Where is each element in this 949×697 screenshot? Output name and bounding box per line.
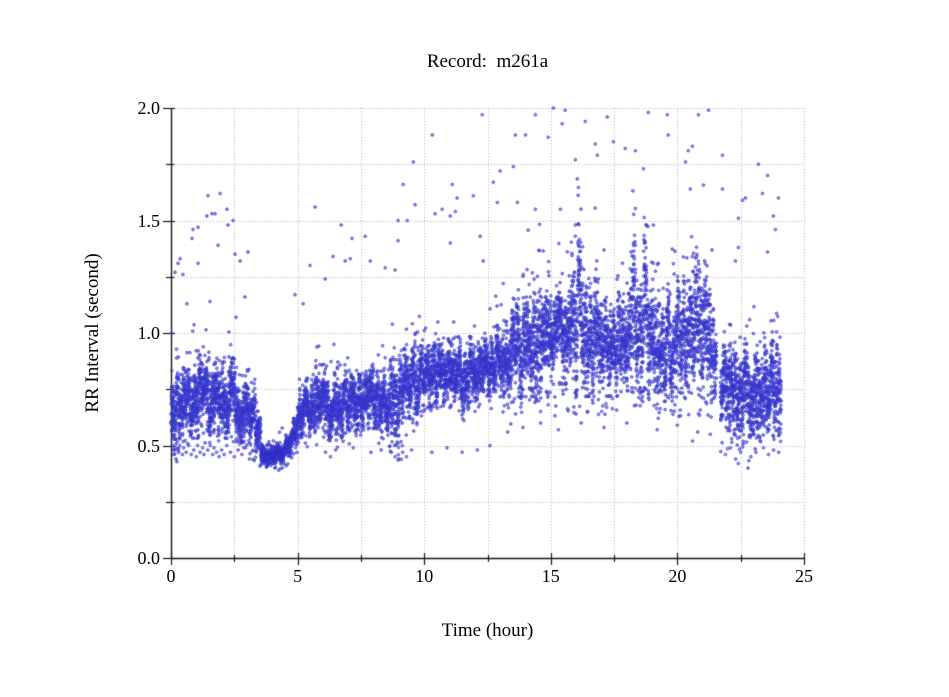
x-tick-label: 15	[541, 566, 560, 586]
x-tick-label: 0	[166, 566, 176, 586]
y-tick-label: 2.0	[137, 98, 161, 118]
x-tick-label: 20	[668, 566, 687, 586]
y-tick-label: 0.5	[137, 435, 161, 456]
y-tick-label: 0.0	[137, 548, 161, 568]
x-axis-title: Time (hour)	[441, 620, 534, 641]
chart-title: Record: m261a	[426, 51, 549, 72]
y-axis-title: RR Interval (second)	[82, 253, 103, 413]
x-tick-label: 10	[415, 566, 434, 586]
x-tick-label: 5	[293, 566, 303, 586]
y-tick-label: 1.5	[137, 210, 161, 231]
y-tick-label: 1.0	[137, 323, 161, 343]
x-tick-label: 25	[795, 566, 813, 586]
